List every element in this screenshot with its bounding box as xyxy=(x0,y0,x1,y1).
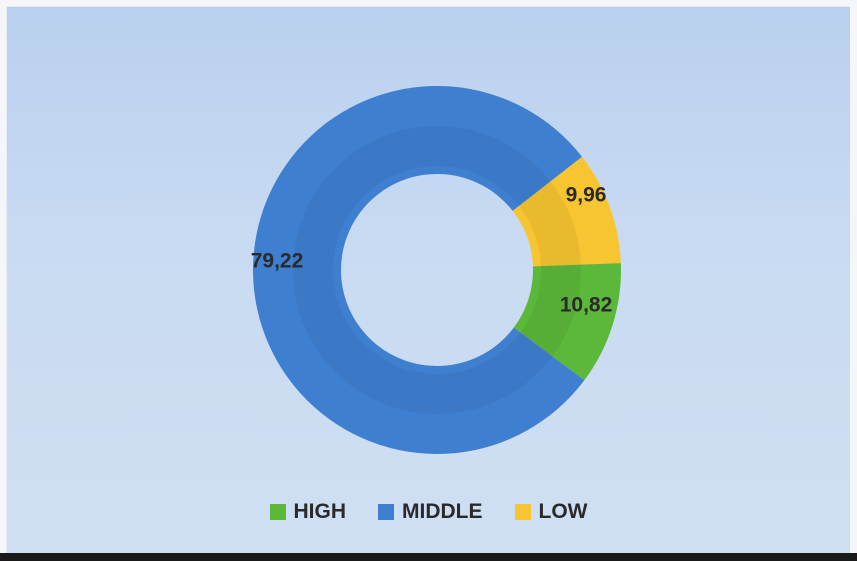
legend: HIGH MIDDLE LOW xyxy=(0,500,857,524)
legend-item-middle: MIDDLE xyxy=(378,500,483,524)
slice-middle xyxy=(252,86,585,455)
slice-low xyxy=(512,156,621,267)
legend-item-high: HIGH xyxy=(269,500,347,524)
legend-swatch-low xyxy=(514,504,531,520)
legend-swatch-high xyxy=(269,504,286,520)
slice-high xyxy=(513,263,621,381)
legend-swatch-middle xyxy=(378,504,394,520)
data-label-high: 10,82 xyxy=(560,294,613,317)
data-label-middle: 79,22 xyxy=(251,250,304,273)
legend-label-low: LOW xyxy=(538,500,588,523)
legend-label-middle: MIDDLE xyxy=(402,500,483,523)
legend-item-low: LOW xyxy=(514,500,588,524)
data-labels: 9,96 10,82 79,22 xyxy=(251,184,613,317)
donut-slices xyxy=(252,86,621,455)
panel-shadow xyxy=(0,553,857,561)
data-label-low: 9,96 xyxy=(566,184,607,207)
legend-label-high: HIGH xyxy=(293,500,347,523)
inner-ring-shade xyxy=(293,126,581,414)
